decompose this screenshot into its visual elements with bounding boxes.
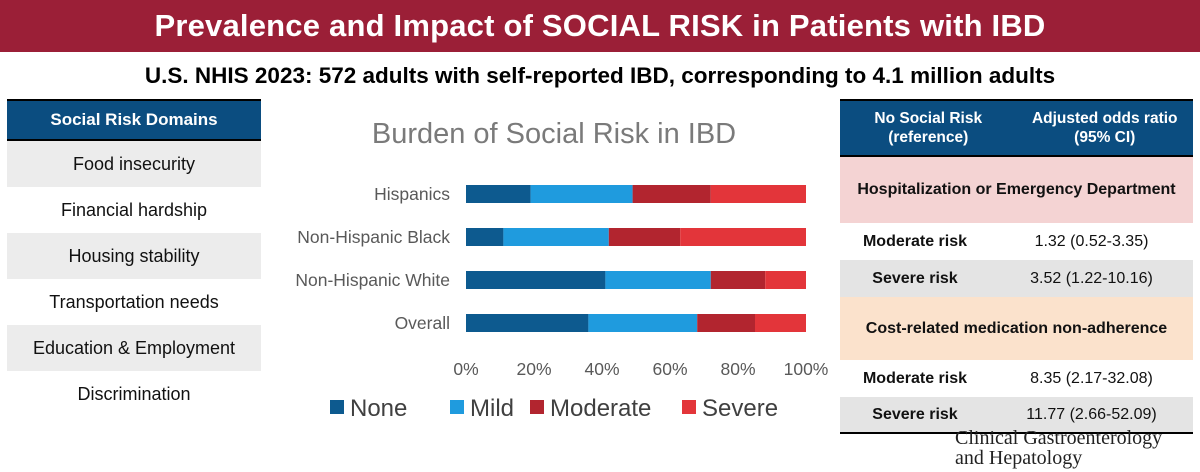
row-value: 1.32 (0.52-3.35)	[1034, 232, 1149, 250]
chart-title: Burden of Social Risk in IBD	[372, 118, 736, 150]
bar-segment-none	[466, 228, 504, 246]
burden-chart: Burden of Social Risk in IBD Hispanics Non…	[295, 118, 829, 422]
domain-item: Financial hardship	[60, 199, 208, 220]
bar-segment-mild	[605, 271, 711, 289]
odds-table-header: No Social Risk (reference) Adjusted odds…	[840, 99, 1193, 157]
reference-header: No Social Risk (reference)	[874, 110, 983, 146]
bar-segment-moderate	[697, 314, 755, 332]
row-value: 3.52 (1.22-10.16)	[1030, 269, 1153, 287]
journal-name-line1: Clinical Gastroenterology	[955, 427, 1163, 449]
bar-segment-mild	[530, 185, 633, 203]
bar-segment-moderate	[710, 271, 766, 289]
category-label: Hispanics	[374, 184, 450, 204]
journal-logo: Clinical Gastroenterology and Hepatology	[955, 428, 1195, 468]
x-tick-label: 20%	[516, 359, 551, 379]
x-tick-label: 0%	[453, 359, 478, 379]
bar-segment-severe	[755, 314, 806, 332]
bar-segment-severe	[765, 271, 806, 289]
row-value: 11.77 (2.66-52.09)	[1026, 405, 1157, 423]
legend-label: Mild	[470, 395, 514, 422]
journal-name-line2: and Hepatology	[955, 447, 1083, 469]
x-tick-label: 80%	[720, 359, 755, 379]
category-label: Non-Hispanic Black	[297, 227, 450, 247]
table-row: Moderate risk 8.35 (2.17-32.08)	[840, 360, 1193, 397]
bar-segment-none	[466, 314, 589, 332]
bar-segment-moderate	[608, 228, 681, 246]
x-tick-label: 100%	[784, 359, 829, 379]
x-tick-label: 40%	[584, 359, 619, 379]
legend-swatch-severe	[682, 400, 696, 414]
bar-segment-severe	[680, 228, 806, 246]
legend-label: Severe	[702, 395, 778, 422]
domain-item: Discrimination	[77, 383, 191, 404]
domains-header: Social Risk Domains	[7, 99, 261, 141]
row-label: Severe risk	[872, 405, 958, 423]
category-label: Overall	[395, 313, 450, 333]
section-medication-nonadherence: Cost-related medication non-adherence	[840, 297, 1193, 360]
banner-title: Prevalence and Impact of SOCIAL RISK in …	[0, 0, 1200, 52]
bar-segment-moderate	[632, 185, 711, 203]
legend-swatch-mild	[450, 400, 464, 414]
social-risk-domains-panel: Social Risk Domains Food insecurity Fina…	[7, 99, 261, 417]
odds-ratio-header: Adjusted odds ratio (95% CI)	[1031, 110, 1178, 146]
legend-swatch-none	[330, 400, 344, 414]
legend-label: Moderate	[550, 395, 651, 422]
domain-item: Food insecurity	[7, 141, 261, 187]
legend-swatch-moderate	[530, 400, 544, 414]
bar-segment-none	[466, 271, 606, 289]
table-row: Severe risk 11.77 (2.66-52.09)	[840, 397, 1193, 434]
domain-item: Education & Employment	[7, 325, 261, 371]
legend-label: None	[350, 395, 407, 422]
category-label: Non-Hispanic White	[295, 270, 450, 290]
table-row: Moderate risk 1.32 (0.52-3.35)	[840, 223, 1193, 260]
odds-ratio-table: No Social Risk (reference) Adjusted odds…	[840, 99, 1193, 434]
x-tick-label: 60%	[652, 359, 687, 379]
table-row: Severe risk 3.52 (1.22-10.16)	[840, 260, 1193, 297]
domain-item: Housing stability	[7, 233, 261, 279]
row-label: Moderate risk	[862, 369, 968, 387]
subtitle: U.S. NHIS 2023: 572 adults with self-rep…	[144, 63, 1056, 88]
row-value: 8.35 (2.17-32.08)	[1030, 369, 1153, 387]
bar-segment-severe	[710, 185, 806, 203]
row-label: Moderate risk	[862, 232, 968, 250]
domain-item: Transportation needs	[49, 291, 219, 312]
bar-segment-mild	[503, 228, 609, 246]
row-label: Severe risk	[872, 269, 958, 287]
section-hospitalization: Hospitalization or Emergency Department	[840, 157, 1193, 223]
bar-segment-none	[466, 185, 531, 203]
bar-segment-mild	[588, 314, 698, 332]
